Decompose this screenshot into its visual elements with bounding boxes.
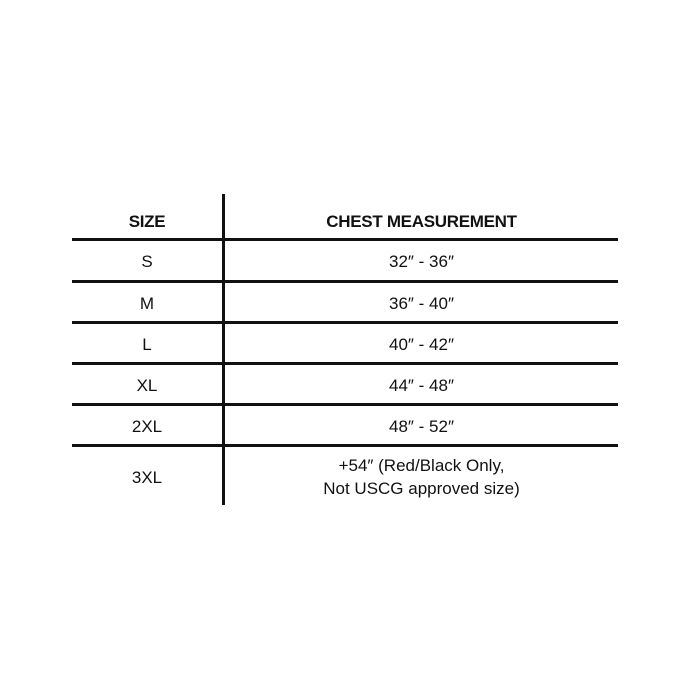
row-divider: [72, 403, 618, 406]
size-xl: XL: [136, 375, 158, 395]
row-divider: [72, 444, 618, 447]
size-s: S: [141, 251, 153, 271]
size-l: L: [142, 334, 152, 354]
row-divider: [72, 362, 618, 365]
header-chest-measurement: CHEST MEASUREMENT: [326, 211, 517, 231]
header-size: SIZE: [128, 211, 166, 231]
chest-2xl: 48″ - 52″: [389, 416, 454, 436]
row-divider: [72, 321, 618, 324]
chest-3xl: +54″ (Red/Black Only, Not USCG approved …: [225, 447, 618, 507]
chest-m: 36″ - 40″: [389, 293, 454, 313]
row-divider: [72, 280, 618, 283]
size-m: M: [139, 293, 155, 313]
size-2xl: 2XL: [131, 416, 163, 436]
chest-l: 40″ - 42″: [389, 334, 454, 354]
column-divider: [222, 194, 225, 505]
chest-3xl-line2: Not USCG approved size): [323, 479, 520, 498]
size-3xl: 3XL: [131, 467, 163, 487]
chest-s: 32″ - 36″: [389, 251, 454, 271]
row-divider: [72, 238, 618, 241]
chest-xl: 44″ - 48″: [389, 375, 454, 395]
chest-3xl-line1: +54″ (Red/Black Only,: [338, 456, 505, 475]
